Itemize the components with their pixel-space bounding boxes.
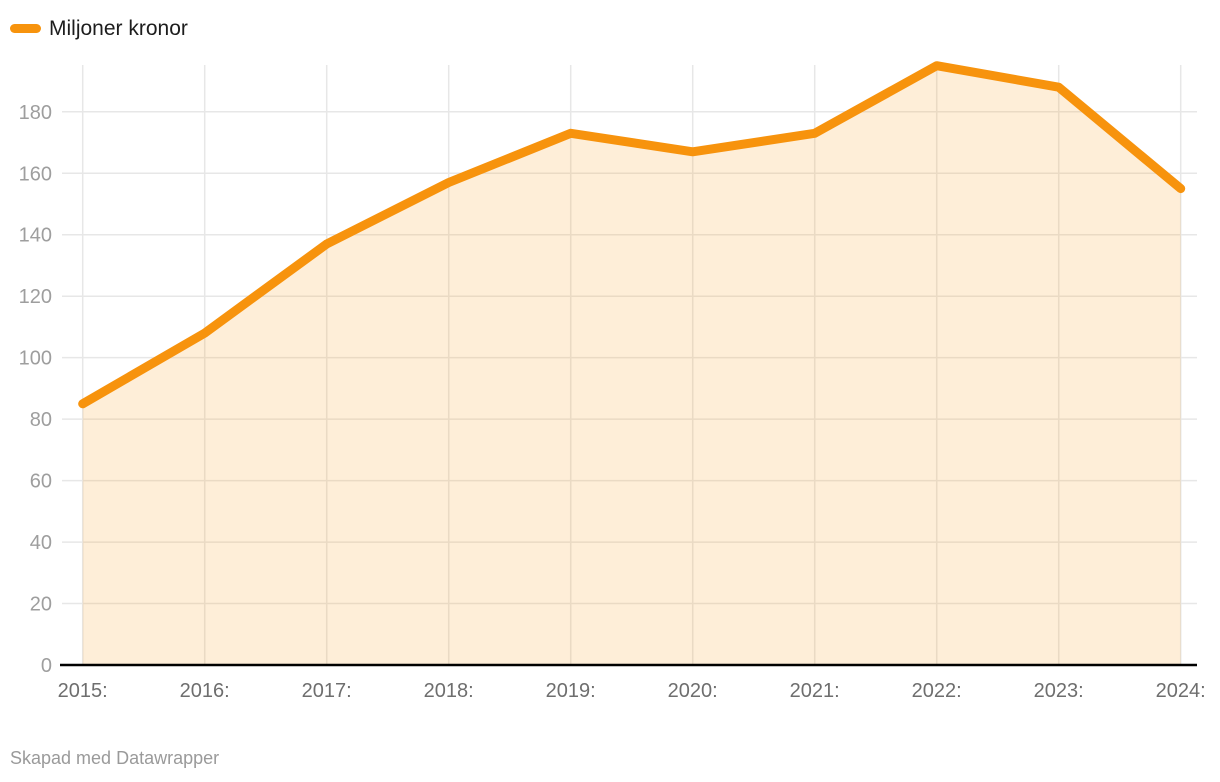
x-tick-label: 2020: — [668, 680, 718, 702]
y-tick-label: 80 — [30, 409, 52, 431]
y-tick-label: 100 — [19, 348, 52, 370]
x-tick-label: 2016: — [180, 680, 230, 702]
y-tick-label: 0 — [41, 655, 52, 677]
x-tick-label: 2018: — [424, 680, 474, 702]
x-tick-label: 2021: — [790, 680, 840, 702]
y-tick-label: 140 — [19, 225, 52, 247]
area-chart: 0 20 40 60 80 100 120 140 160 180 2015: 2016: 2017: 2… — [19, 61, 1206, 702]
y-tick-label: 60 — [30, 471, 52, 493]
legend-line-swatch-icon — [10, 24, 41, 33]
x-tick-label: 2023: — [1034, 680, 1084, 702]
series-area — [82, 65, 1181, 665]
y-tick-label: 180 — [19, 102, 52, 124]
y-tick-label: 20 — [30, 594, 52, 616]
x-tick-label: 2015: — [58, 680, 108, 702]
x-tick-label: 2022: — [912, 680, 962, 702]
series-line — [78, 61, 1186, 409]
x-tick-label: 2017: — [302, 680, 352, 702]
legend-series-label: Miljoner kronor — [49, 17, 188, 40]
y-tick-label: 120 — [19, 286, 52, 308]
x-tick-label: 2019: — [546, 680, 596, 702]
chart-legend: Miljoner kronor — [10, 18, 188, 39]
y-tick-label: 160 — [19, 163, 52, 185]
attribution-text: Skapad med Datawrapper — [10, 748, 220, 768]
x-tick-label: 2024: — [1156, 680, 1206, 702]
y-tick-label: 40 — [30, 532, 52, 554]
